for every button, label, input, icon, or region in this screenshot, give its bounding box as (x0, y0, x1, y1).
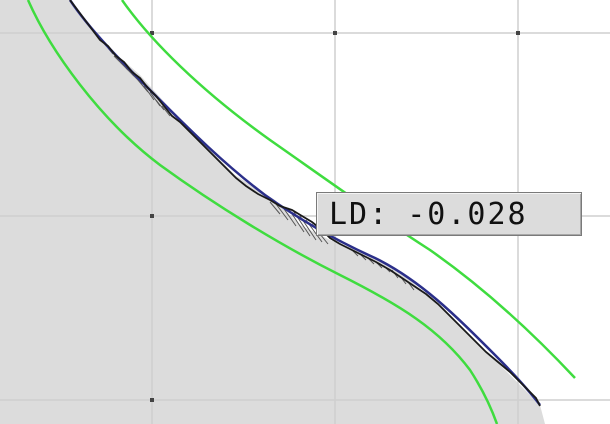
material-region (0, 0, 545, 424)
deviation-readout[interactable]: LD: -0.028 (316, 192, 582, 236)
readout-value: -0.028 (407, 196, 528, 232)
readout-label: LD: (329, 196, 390, 232)
lower-tolerance-curve (26, 0, 499, 424)
measured-profile (69, 0, 541, 407)
